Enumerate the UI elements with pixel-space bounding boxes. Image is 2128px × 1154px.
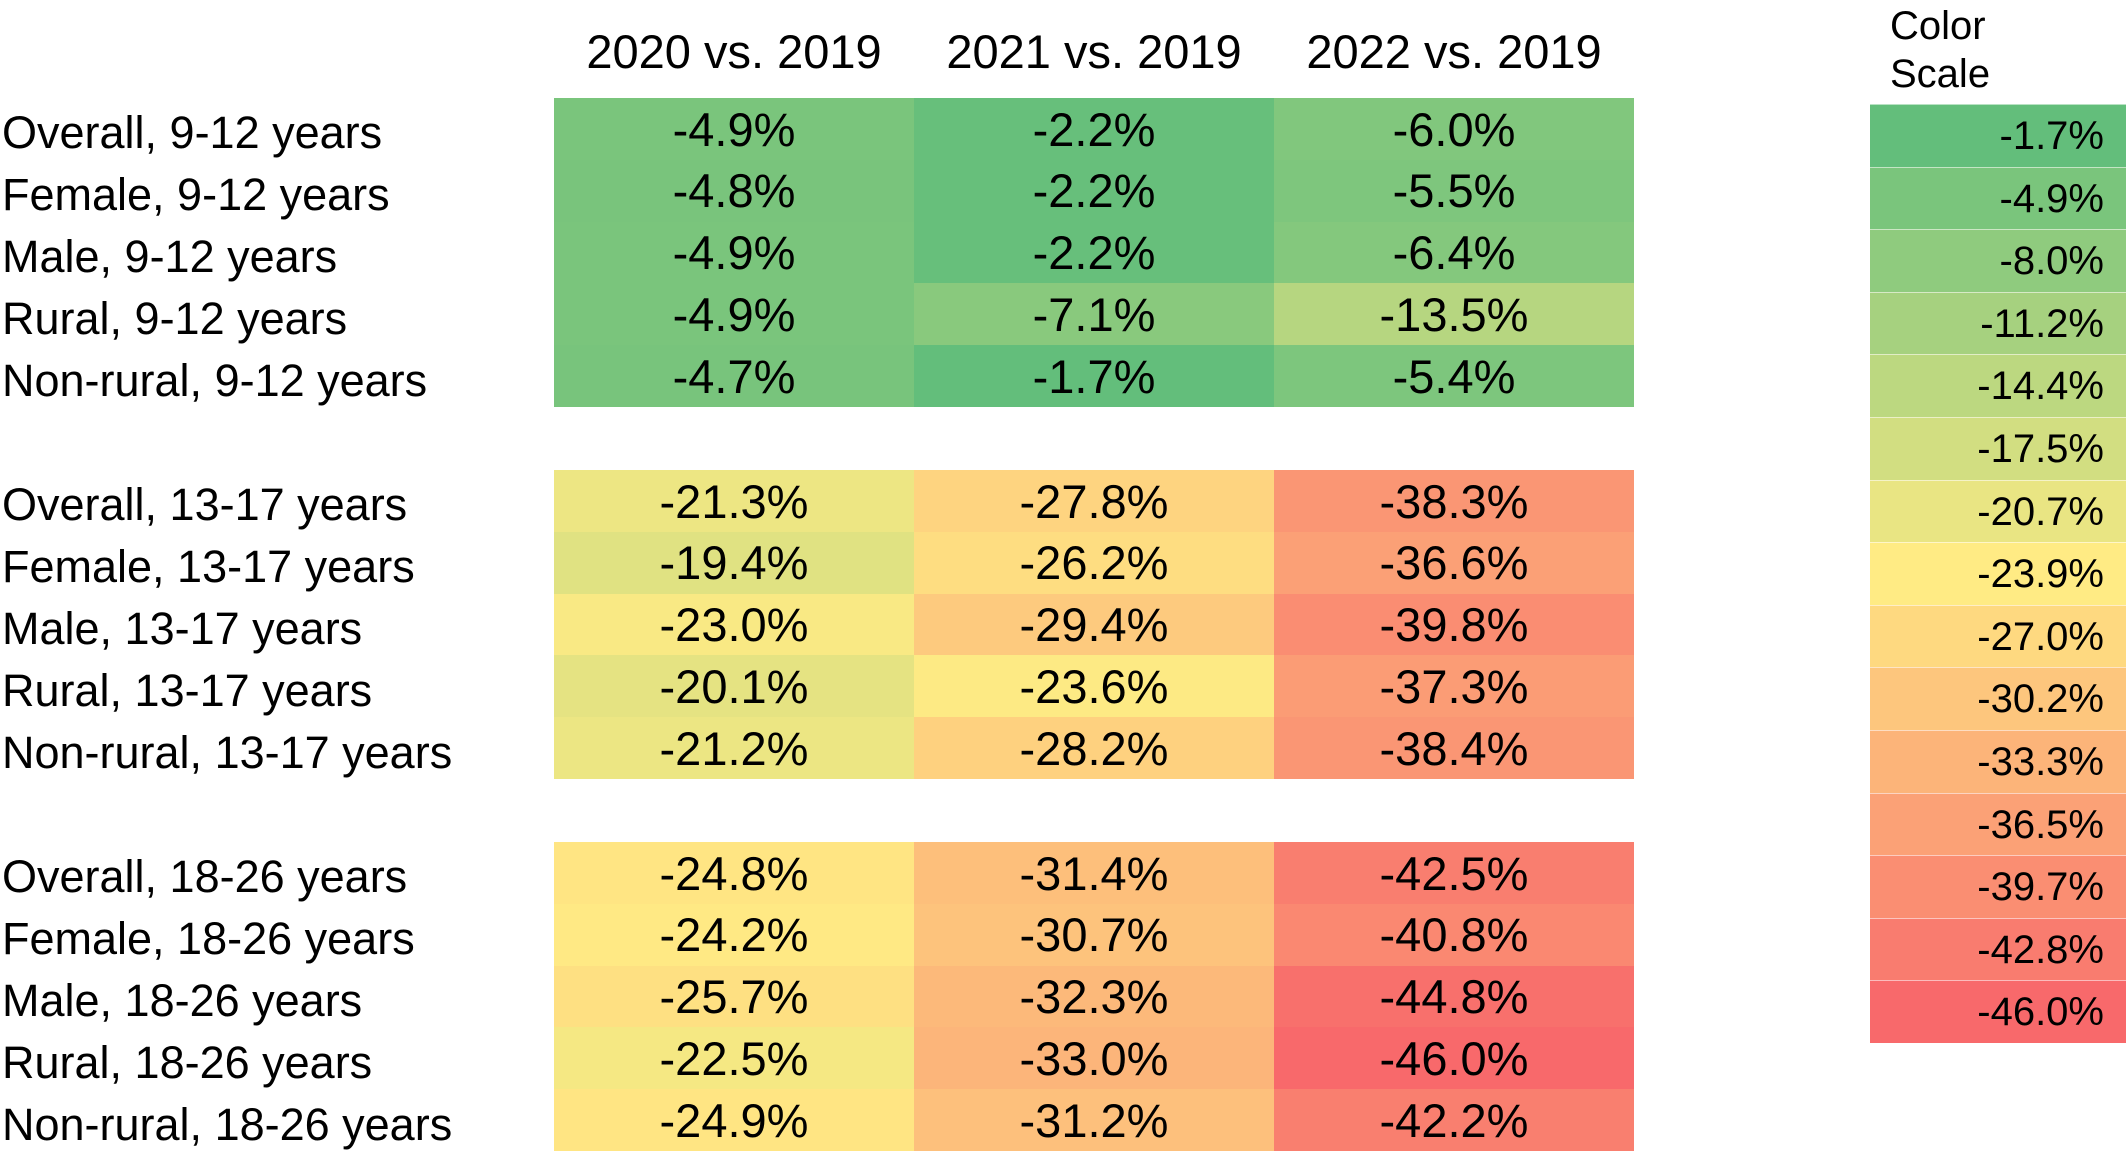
heatmap-cell: -44.8% bbox=[1274, 965, 1634, 1028]
heatmap-cell: -22.5% bbox=[554, 1027, 914, 1090]
color-scale-swatch: -23.9% bbox=[1870, 542, 2126, 606]
row-label: Non-rural, 13-17 years bbox=[2, 726, 453, 778]
row-label: Female, 9-12 years bbox=[2, 169, 390, 221]
row-label: Male, 13-17 years bbox=[2, 603, 363, 654]
row-label: Rural, 9-12 years bbox=[2, 292, 348, 344]
heatmap-cell: -31.4% bbox=[914, 842, 1274, 905]
row-label: Non-rural, 18-26 years bbox=[2, 1098, 453, 1150]
column-header: 2020 vs. 2019 bbox=[586, 25, 882, 78]
heatmap-cell: -28.2% bbox=[914, 717, 1274, 780]
color-scale-swatch: -39.7% bbox=[1870, 855, 2126, 919]
heatmap-cell: -23.6% bbox=[914, 655, 1274, 718]
row-label: Overall, 13-17 years bbox=[2, 479, 408, 531]
heatmap-cell: -5.4% bbox=[1274, 345, 1634, 408]
heatmap-cell: -31.2% bbox=[914, 1089, 1274, 1152]
color-scale-swatch: -46.0% bbox=[1870, 980, 2126, 1044]
color-scale-swatch: -1.7% bbox=[1870, 104, 2126, 168]
row-label: Overall, 18-26 years bbox=[2, 851, 408, 903]
heatmap-cell: -20.1% bbox=[554, 655, 914, 718]
heatmap-cell: -38.4% bbox=[1274, 717, 1634, 780]
heatmap-cell: -24.9% bbox=[554, 1089, 914, 1152]
heatmap-cell: -1.7% bbox=[914, 345, 1274, 408]
color-scale-swatch: -17.5% bbox=[1870, 417, 2126, 481]
row-label: Male, 18-26 years bbox=[2, 975, 363, 1026]
color-scale-title: Color Scale bbox=[1890, 4, 1991, 96]
heatmap-cell: -13.5% bbox=[1274, 283, 1634, 346]
heatmap-cell: -40.8% bbox=[1274, 903, 1634, 967]
color-scale-swatch: -14.4% bbox=[1870, 354, 2126, 418]
heatmap-cell: -36.6% bbox=[1274, 531, 1634, 595]
heatmap-cell: -39.8% bbox=[1274, 593, 1634, 656]
heatmap-cell: -6.4% bbox=[1274, 221, 1634, 284]
heatmap-cell: -42.2% bbox=[1274, 1089, 1634, 1152]
row-label: Rural, 18-26 years bbox=[2, 1036, 373, 1088]
heatmap-cell: -42.5% bbox=[1274, 842, 1634, 905]
row-label: Male, 9-12 years bbox=[2, 231, 338, 282]
heatmap-cell: -29.4% bbox=[914, 593, 1274, 656]
heatmap-cell: -24.2% bbox=[554, 903, 914, 967]
heatmap-cell: -46.0% bbox=[1274, 1027, 1634, 1090]
color-scale-swatch: -4.9% bbox=[1870, 166, 2126, 230]
heatmap-cell: -7.1% bbox=[914, 283, 1274, 346]
heatmap-cell: -33.0% bbox=[914, 1027, 1274, 1090]
heatmap-cell: -21.2% bbox=[554, 717, 914, 780]
color-scale-swatch: -8.0% bbox=[1870, 229, 2126, 293]
heatmap-cell: -27.8% bbox=[914, 470, 1274, 533]
color-scale-swatch: -30.2% bbox=[1870, 667, 2126, 731]
row-label: Female, 13-17 years bbox=[2, 541, 415, 593]
heatmap-cell: -25.7% bbox=[554, 965, 914, 1028]
column-header: 2022 vs. 2019 bbox=[1306, 25, 1602, 78]
heatmap-cell: -24.8% bbox=[554, 842, 914, 905]
heatmap-cell: -32.3% bbox=[914, 965, 1274, 1028]
row-label: Female, 18-26 years bbox=[2, 913, 415, 965]
heatmap-cell: -23.0% bbox=[554, 593, 914, 656]
heatmap-cell: -30.7% bbox=[914, 903, 1274, 967]
color-scale-swatch: -11.2% bbox=[1870, 291, 2126, 355]
heatmap-cell: -19.4% bbox=[554, 531, 914, 595]
heatmap-cell: -4.8% bbox=[554, 159, 914, 223]
heatmap-cell: -6.0% bbox=[1274, 98, 1634, 161]
color-scale-swatch: -20.7% bbox=[1870, 479, 2126, 543]
heatmap-cell: -2.2% bbox=[914, 159, 1274, 223]
color-scale-swatch: -33.3% bbox=[1870, 730, 2126, 794]
heatmap-cell: -5.5% bbox=[1274, 159, 1634, 223]
heatmap-cell: -4.9% bbox=[554, 98, 914, 161]
heatmap-cell: -38.3% bbox=[1274, 470, 1634, 533]
color-scale-swatch: -36.5% bbox=[1870, 792, 2126, 856]
heatmap-cell: -26.2% bbox=[914, 531, 1274, 595]
heatmap-cell: -4.9% bbox=[554, 221, 914, 284]
color-scale-swatch: -27.0% bbox=[1870, 604, 2126, 668]
heatmap-cell: -37.3% bbox=[1274, 655, 1634, 718]
row-label: Rural, 13-17 years bbox=[2, 664, 373, 716]
row-label: Overall, 9-12 years bbox=[2, 107, 383, 159]
heatmap-cell: -4.9% bbox=[554, 283, 914, 346]
heatmap-cell: -2.2% bbox=[914, 221, 1274, 284]
heatmap-cell: -21.3% bbox=[554, 470, 914, 533]
heatmap-cell: -4.7% bbox=[554, 345, 914, 408]
heatmap-cell: -2.2% bbox=[914, 98, 1274, 161]
color-scale-swatch: -42.8% bbox=[1870, 917, 2126, 981]
column-header: 2021 vs. 2019 bbox=[946, 25, 1242, 78]
row-label: Non-rural, 9-12 years bbox=[2, 354, 428, 406]
